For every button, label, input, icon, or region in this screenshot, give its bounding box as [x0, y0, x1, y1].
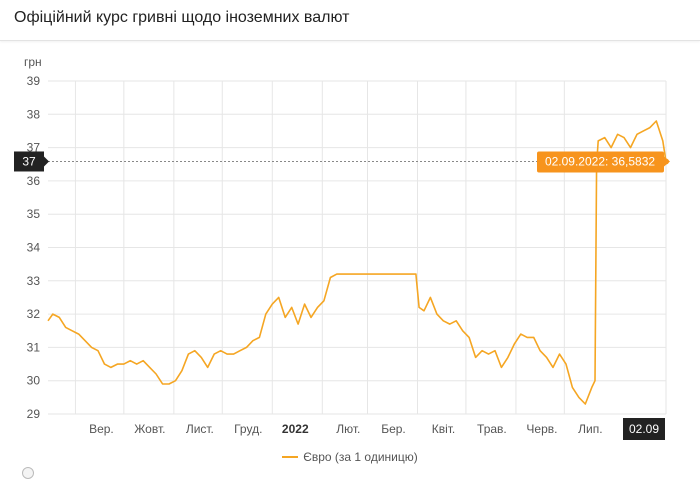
- crosshair-x-label: 02.09: [629, 422, 659, 436]
- y-tick-label: 32: [27, 307, 41, 321]
- crosshair-y-label-box: [14, 151, 44, 172]
- y-tick-label: 37: [27, 141, 41, 155]
- page-header: Офіційний курс гривні щодо іноземних вал…: [0, 0, 700, 41]
- chart-legend[interactable]: Євро (за 1 одиницю): [0, 450, 700, 464]
- page-title: Офіційний курс гривні щодо іноземних вал…: [14, 9, 350, 26]
- x-tick-label: Лип.: [578, 422, 602, 436]
- crosshair-y-label: 37: [22, 154, 36, 168]
- scroll-indicator-icon: [22, 467, 34, 479]
- x-tick-label: Вер.: [89, 422, 114, 436]
- x-tick-label: Груд.: [234, 422, 262, 436]
- y-tick-label: 34: [27, 241, 41, 255]
- y-tick-label: 30: [27, 374, 41, 388]
- x-tick-label: Бер.: [381, 422, 406, 436]
- tooltip-arrow: [664, 156, 670, 167]
- series-line-euro: [47, 120, 667, 405]
- x-tick-label: Черв.: [526, 422, 557, 436]
- crosshair-y-label-arrow: [44, 156, 49, 167]
- y-tick-label: 31: [27, 340, 41, 354]
- y-tick-label: 39: [27, 74, 41, 88]
- y-tick-label: 36: [27, 174, 41, 188]
- y-tick-label: 33: [27, 274, 41, 288]
- y-axis-label: грн: [24, 55, 42, 69]
- tooltip-box: [537, 151, 664, 173]
- y-tick-label: 35: [27, 207, 41, 221]
- y-tick-label: 38: [27, 107, 41, 121]
- crosshair-x-label-box: [623, 418, 665, 440]
- legend-label: Євро (за 1 одиницю): [303, 450, 418, 464]
- x-tick-label: Трав.: [477, 422, 507, 436]
- y-tick-label: 29: [27, 407, 41, 421]
- x-tick-label: Жовт.: [134, 422, 165, 436]
- legend-line-icon: [282, 455, 299, 458]
- x-tick-label: Лют.: [336, 422, 360, 436]
- x-tick-label: 2022: [282, 422, 309, 436]
- tooltip-text: 02.09.2022: 36,5832: [545, 154, 655, 168]
- x-tick-label: Лист.: [186, 422, 214, 436]
- x-tick-label: Квіт.: [432, 422, 456, 436]
